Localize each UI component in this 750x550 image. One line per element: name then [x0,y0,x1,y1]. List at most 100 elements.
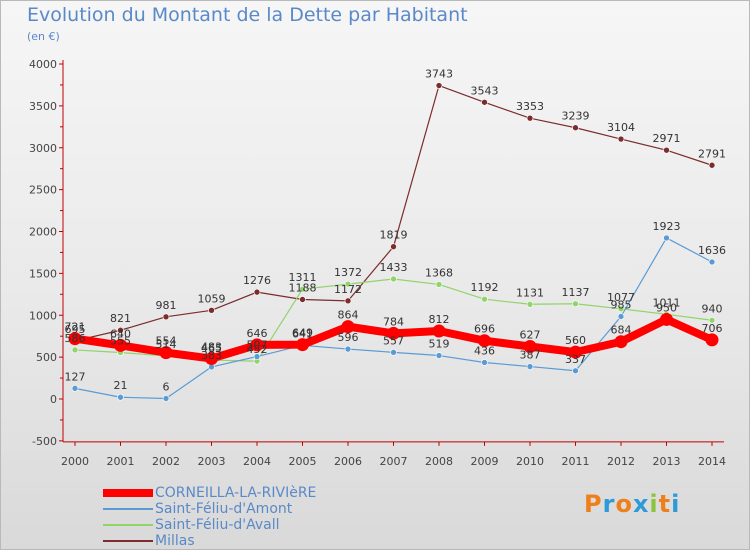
chart-subtitle: (en €) [27,30,60,43]
data-point [299,296,306,303]
data-label: 1368 [425,266,453,279]
data-label: 2971 [653,132,681,145]
data-label: 436 [474,344,495,357]
data-label: 1819 [380,229,408,242]
x-tick-label: 2007 [380,455,408,468]
data-point [71,385,79,392]
data-label: 3543 [471,84,499,97]
data-label: 1172 [334,283,362,296]
x-tick-label: 2005 [289,455,317,468]
data-point [117,393,124,401]
data-label: 1311 [289,271,317,284]
data-point [572,367,579,375]
y-tick-label: 2500 [29,184,57,197]
legend-label: Saint-Féliu-d'Amont [155,501,293,517]
x-tick-label: 2000 [61,455,89,468]
data-point [344,280,352,288]
data-label: 3104 [607,121,635,134]
data-point [390,243,397,250]
data-point [478,334,491,348]
logo-letter: r [602,490,616,518]
legend-label: CORNEILLA-LA-RIVIèRE [155,485,317,501]
data-label: 1077 [607,291,635,304]
data-point [162,395,170,402]
data-point [296,338,309,352]
data-point [435,281,443,288]
data-label: 1636 [698,244,726,257]
legend-item: Millas [103,533,316,549]
data-point [617,135,625,143]
data-label: 1923 [653,220,681,233]
data-point [708,258,716,266]
data-label: 3353 [516,100,544,113]
legend-item: Saint-Féliu-d'Amont [103,501,316,517]
y-tick-label: 3500 [29,100,57,113]
data-label: 706 [702,322,723,335]
data-point [68,332,82,346]
data-label: 383 [201,349,222,362]
legend-swatch [103,508,153,510]
data-point [390,349,397,356]
data-label: 696 [474,323,495,336]
y-tick-label: 1500 [29,267,57,280]
data-label: 1433 [380,261,408,274]
data-label: 981 [156,299,177,312]
x-tick-label: 2013 [653,455,681,468]
data-point [481,359,488,366]
legend-swatch [103,489,153,497]
data-label: 864 [338,309,359,322]
legend-swatch [103,524,153,526]
data-label: 554 [156,335,177,348]
y-tick-label: 4000 [29,58,57,71]
data-label: 641 [292,327,313,340]
proxiti-logo: Proxiti [584,490,680,518]
x-tick-label: 2002 [152,455,180,468]
logo-letter: i [649,490,659,518]
data-label: 950 [656,301,677,314]
data-label: 784 [383,315,404,328]
data-label: 1276 [243,274,271,287]
legend-label: Saint-Féliu-d'Avall [155,517,280,533]
data-label: 596 [338,331,359,344]
data-point [71,346,79,354]
data-point [523,339,537,353]
data-point [572,300,579,308]
y-tick-label: 3000 [29,142,57,155]
data-point [708,161,716,169]
data-point [387,326,400,340]
data-point [663,146,670,154]
data-point [660,312,673,326]
data-label: 21 [114,379,128,392]
data-label: 387 [520,349,541,362]
data-label: 3239 [562,110,590,123]
data-point [341,320,355,334]
data-point [159,346,173,360]
logo-letter: x [632,490,650,518]
data-point [526,363,534,370]
logo-letter: o [615,490,633,518]
logo-letter: t [658,490,672,518]
chart-title: Evolution du Montant de la Dette par Hab… [27,4,468,26]
data-point [250,338,264,352]
data-point [617,313,625,320]
x-tick-label: 2011 [562,455,590,468]
data-point [708,316,716,324]
data-label: 695 [65,323,86,336]
logo-letter: i [671,490,681,518]
data-point [162,313,170,321]
data-label: 6 [163,380,170,393]
data-label: 507 [247,339,268,352]
y-tick-label: -500 [32,435,57,448]
y-tick-label: 1000 [29,309,57,322]
data-point [572,124,579,132]
data-label: 684 [611,324,632,337]
x-tick-label: 2009 [471,455,499,468]
x-tick-label: 2004 [243,455,271,468]
data-label: 1059 [198,292,226,305]
data-point [663,234,670,242]
data-label: 452 [247,343,268,356]
data-label: 1011 [653,296,681,309]
data-label: 555 [110,335,131,348]
data-point [205,352,218,366]
data-label: 627 [520,328,541,341]
